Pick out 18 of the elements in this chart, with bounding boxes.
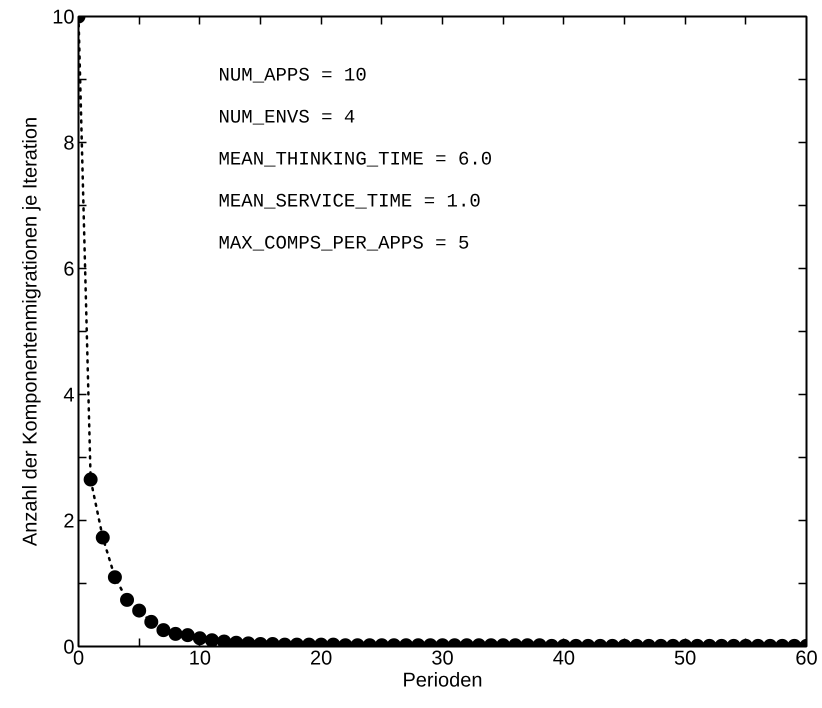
y-tick-label: 10 [52,6,75,28]
x-tick-label: 10 [188,648,211,670]
y-tick-label: 2 [63,510,74,532]
x-axis-title: Perioden [402,670,483,692]
x-tick-label: 40 [552,648,575,670]
annotation: MEAN_THINKING_TIME = 6.0 [218,148,492,170]
y-tick-label: 6 [63,258,74,280]
y-tick-label: 8 [63,132,74,154]
y-axis-title: Anzahl der Komponentenmigrationen je Iteration [19,116,42,546]
x-tick-label: 50 [674,648,696,670]
x-tick-label: 20 [310,648,332,670]
x-tick-label: 60 [795,648,818,670]
x-tick-label: 30 [431,648,454,670]
annotation: NUM_ENVS = 4 [218,106,356,128]
y-tick-label: 4 [63,384,74,406]
annotation: NUM_APPS = 10 [218,64,367,86]
annotation: MEAN_SERVICE_TIME = 1.0 [218,190,481,212]
annotation: MAX_COMPS_PER_APPS = 5 [218,232,470,254]
